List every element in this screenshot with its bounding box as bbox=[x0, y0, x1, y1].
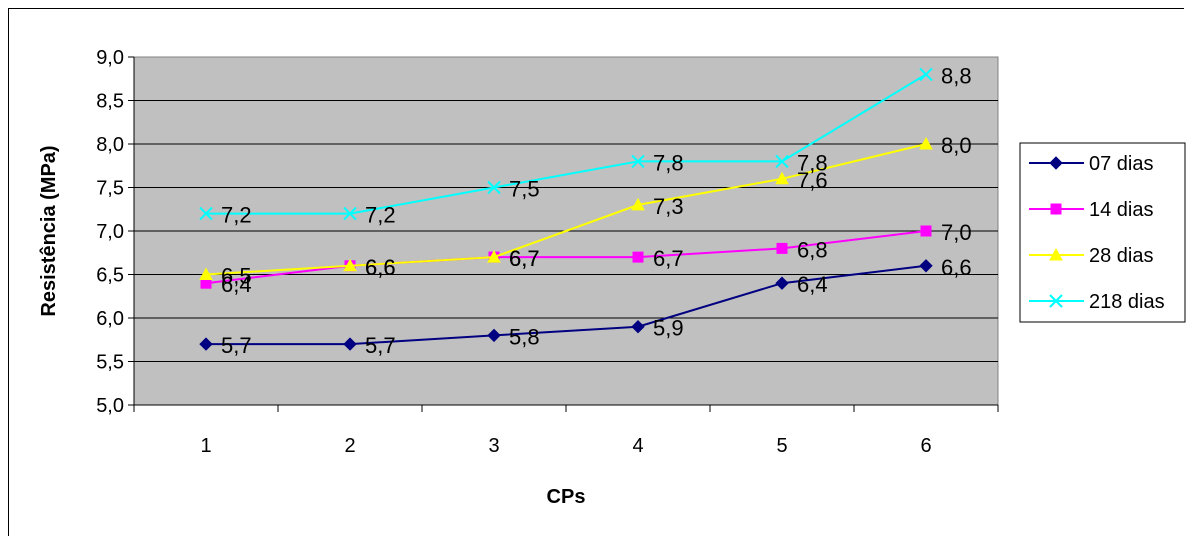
data-label-28-dias: 7,3 bbox=[653, 194, 684, 219]
data-point-14-dias bbox=[632, 251, 644, 263]
y-tick-label: 7,0 bbox=[96, 221, 124, 243]
y-tick-label: 7,5 bbox=[96, 178, 124, 200]
data-label-218-dias: 7,2 bbox=[221, 203, 252, 228]
data-label-28-dias: 6,5 bbox=[221, 264, 252, 289]
data-point-218-dias bbox=[631, 154, 645, 169]
x-axis-title: CPs bbox=[547, 486, 586, 508]
data-point-07-dias bbox=[487, 328, 501, 343]
data-point-218-dias-stroke bbox=[919, 67, 933, 82]
data-point-218-dias bbox=[343, 206, 357, 221]
legend-marker-218-dias bbox=[1049, 294, 1063, 308]
data-label-218-dias: 8,8 bbox=[941, 63, 972, 88]
chart-frame bbox=[8, 8, 1184, 536]
data-point-14-dias bbox=[920, 225, 932, 237]
data-label-07-dias: 6,6 bbox=[941, 255, 972, 280]
data-point-218-dias-stroke bbox=[631, 154, 645, 169]
data-label-14-dias: 6,6 bbox=[365, 255, 396, 280]
data-label-14-dias: 6,8 bbox=[797, 237, 828, 262]
data-point-218-dias bbox=[487, 180, 501, 195]
y-tick-label: 8,0 bbox=[96, 134, 124, 156]
data-label-14-dias: 7,0 bbox=[941, 220, 972, 245]
y-tick-label: 6,5 bbox=[96, 265, 124, 287]
legend-marker-28-dias bbox=[1049, 247, 1063, 261]
y-tick-label: 5,0 bbox=[96, 395, 124, 417]
series-line-28-dias bbox=[205, 143, 927, 276]
data-point-218-dias-stroke bbox=[199, 206, 213, 221]
data-label-07-dias: 5,7 bbox=[365, 333, 396, 358]
data-labels: 5,7 5,7 5,8 5,96,46,66,46,6 6,7 6,7 6,87,06,5 6… bbox=[221, 63, 972, 358]
data-point-28-dias bbox=[343, 258, 357, 272]
data-point-218-dias-stroke bbox=[343, 206, 357, 221]
data-label-07-dias: 6,4 bbox=[797, 272, 828, 297]
data-label-07-dias: 5,9 bbox=[653, 316, 684, 341]
data-point-218-dias-stroke bbox=[487, 180, 501, 195]
data-point-28-dias bbox=[199, 267, 213, 280]
data-point-07-dias bbox=[343, 337, 357, 351]
data-label-218-dias: 7,5 bbox=[509, 177, 540, 202]
data-label-14-dias: 6,4 bbox=[221, 272, 252, 297]
x-tick-label: 4 bbox=[632, 435, 643, 457]
legend-marker-218-dias-stroke bbox=[1049, 294, 1063, 308]
axes: 5,0 5,5 6,0 6,5 7,0 7,5 8,0 8,5 9,0 1 2 3 4 5 6 bbox=[96, 47, 999, 457]
data-point-28-dias bbox=[775, 171, 789, 185]
data-label-14-dias: 6,7 bbox=[509, 246, 540, 271]
legend-label-07-dias: 07 dias bbox=[1089, 153, 1154, 175]
data-label-07-dias: 5,7 bbox=[221, 333, 252, 358]
series-line-218-dias bbox=[206, 73, 927, 215]
legend-label-28-dias: 28 dias bbox=[1089, 245, 1154, 267]
data-point-218-dias bbox=[775, 154, 789, 169]
data-point-218-dias-stroke bbox=[775, 154, 789, 169]
data-label-218-dias: 7,8 bbox=[797, 150, 828, 175]
x-tick-label: 5 bbox=[776, 435, 787, 457]
data-point-14-dias bbox=[776, 242, 788, 254]
legend-label-218-dias: 218 dias bbox=[1089, 291, 1165, 313]
data-label-28-dias: 7,6 bbox=[797, 168, 828, 193]
data-label-28-dias: 8,0 bbox=[941, 133, 972, 158]
series-line-14-dias bbox=[205, 230, 927, 285]
legend: 07 dias 14 dias 28 dias 218 dias bbox=[1019, 142, 1186, 323]
y-tick-label: 6,0 bbox=[96, 308, 124, 330]
data-label-218-dias: 7,8 bbox=[653, 150, 684, 175]
data-point-218-dias bbox=[199, 206, 213, 221]
data-label-218-dias: 7,2 bbox=[365, 203, 396, 228]
data-point-07-dias bbox=[919, 259, 933, 273]
series-line-07-dias bbox=[206, 264, 927, 346]
data-label-28-dias: 6,6 bbox=[365, 255, 396, 280]
legend-label-14-dias: 14 dias bbox=[1089, 199, 1154, 221]
data-point-07-dias bbox=[199, 337, 213, 351]
x-tick-label: 1 bbox=[200, 435, 211, 457]
x-tick-label: 6 bbox=[920, 435, 931, 457]
data-point-218-dias bbox=[919, 67, 933, 82]
y-tick-label: 5,5 bbox=[96, 352, 124, 374]
x-tick-label: 2 bbox=[344, 435, 355, 457]
legend-marker-14-dias bbox=[1050, 203, 1062, 215]
data-label-07-dias: 5,8 bbox=[509, 324, 540, 349]
y-tick-label: 9,0 bbox=[96, 47, 124, 69]
data-point-07-dias bbox=[775, 276, 789, 290]
data-label-28-dias: 6,7 bbox=[509, 246, 540, 271]
data-point-28-dias bbox=[631, 197, 645, 211]
y-axis-title: Resistência (MPa) bbox=[38, 145, 60, 316]
legend-box bbox=[1019, 142, 1186, 323]
data-point-28-dias bbox=[487, 250, 501, 263]
data-point-28-dias bbox=[919, 136, 933, 150]
legend-marker-07-dias bbox=[1049, 156, 1063, 170]
y-tick-label: 8,5 bbox=[96, 91, 124, 113]
x-tick-label: 3 bbox=[488, 435, 499, 457]
data-label-14-dias: 6,7 bbox=[653, 246, 684, 271]
series-group bbox=[199, 67, 933, 351]
data-point-07-dias bbox=[631, 319, 645, 334]
